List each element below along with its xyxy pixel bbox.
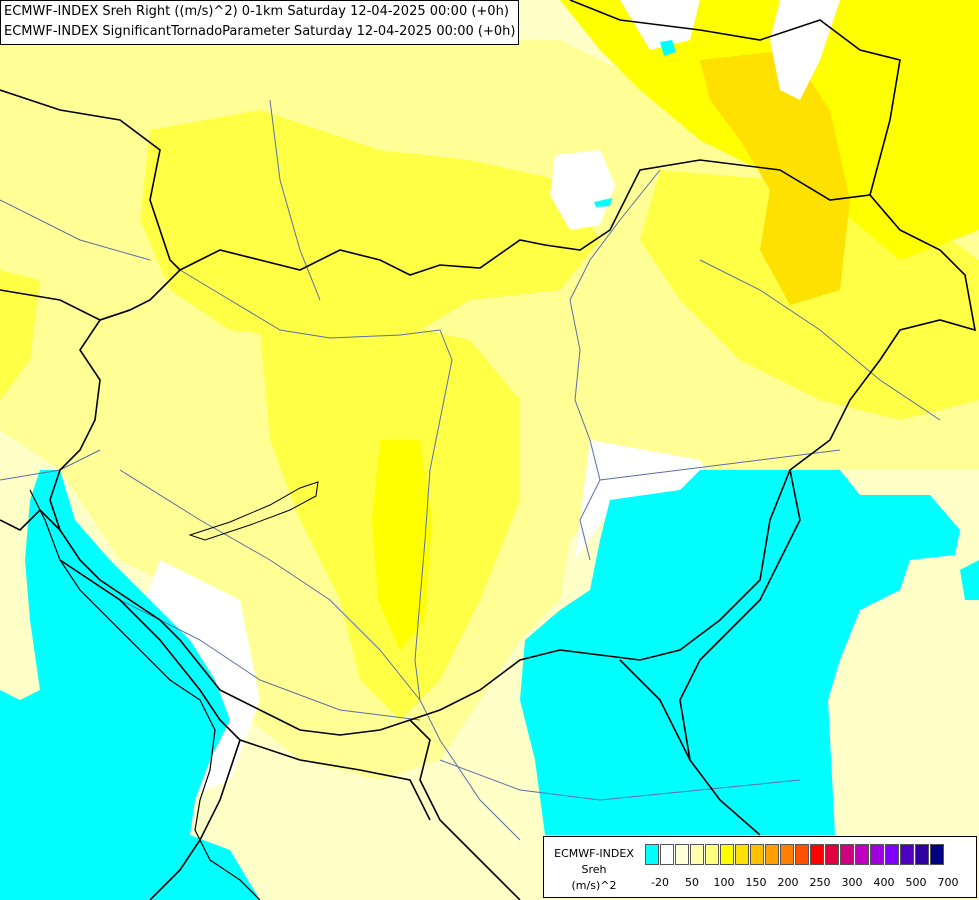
legend-swatch — [930, 844, 944, 865]
legend-swatch — [735, 844, 749, 865]
map-title-block: ECMWF-INDEX Sreh Right ((m/s)^2) 0-1km S… — [0, 0, 520, 45]
border-slovenia — [0, 508, 61, 531]
legend-swatch — [705, 844, 719, 865]
border-hungary — [49, 159, 977, 736]
legend-unit: (m/s)^2 — [571, 879, 617, 892]
legend-swatch — [720, 844, 734, 865]
legend-parameter: Sreh — [581, 863, 607, 876]
border-austria — [0, 289, 131, 321]
border-romania-west — [679, 469, 801, 836]
color-legend: ECMWF-INDEX Sreh (m/s)^2 -20 50 100 150 200 2… — [543, 836, 977, 898]
legend-tick-label: 150 — [745, 876, 767, 889]
legend-tick-label: 250 — [809, 876, 831, 889]
river-tisza — [569, 169, 661, 561]
legend-swatch — [690, 844, 704, 865]
river-southern — [439, 759, 801, 801]
sreh-field-gold-northeast — [700, 50, 850, 305]
sreh-field-cyan-lake — [594, 198, 612, 207]
legend-swatch — [795, 844, 809, 865]
border-romania-south — [619, 659, 691, 761]
legend-swatch — [840, 844, 854, 865]
legend-tick-label: 500 — [905, 876, 927, 889]
legend-tick-label: 300 — [841, 876, 863, 889]
legend-swatch — [915, 844, 929, 865]
river-mures — [599, 449, 841, 481]
border-poland — [569, 0, 901, 196]
legend-swatch — [645, 844, 659, 865]
legend-tick-label: 200 — [777, 876, 799, 889]
sreh-field-cyan-southeast-edge — [960, 560, 979, 600]
legend-swatch — [900, 844, 914, 865]
river-northwest — [0, 199, 151, 261]
legend-tick-label: 50 — [685, 876, 699, 889]
legend-swatch — [750, 844, 764, 865]
legend-swatch — [885, 844, 899, 865]
legend-swatch — [855, 844, 869, 865]
legend-swatch — [675, 844, 689, 865]
legend-swatch — [825, 844, 839, 865]
lake-balaton — [188, 481, 319, 541]
legend-tick-label: 100 — [713, 876, 735, 889]
legend-swatches — [645, 844, 945, 865]
sreh-field-yellow-north — [140, 110, 600, 340]
sreh-field-white-north — [550, 150, 615, 230]
river-drava — [119, 469, 421, 701]
legend-swatch — [765, 844, 779, 865]
coastline-adriatic — [29, 489, 261, 900]
sreh-field-strong-center — [372, 440, 432, 650]
border-serbia — [409, 719, 521, 900]
sreh-field-cyan-adriatic — [0, 470, 260, 900]
border-slovakia — [0, 89, 181, 271]
legend-swatch — [870, 844, 884, 865]
river-danube — [179, 269, 521, 841]
sreh-field-cyan-spot-north — [660, 40, 676, 56]
legend-swatch — [780, 844, 794, 865]
river-northern — [269, 99, 321, 301]
border-bosnia — [239, 739, 431, 821]
legend-tick-label: 400 — [873, 876, 895, 889]
map-title-line-2: ECMWF-INDEX SignificantTornadoParameter … — [4, 24, 516, 39]
sreh-field-cyan-southeast — [520, 470, 960, 835]
sreh-field-white-northeast — [770, 0, 840, 100]
legend-tick-label: 700 — [937, 876, 959, 889]
river-eastern — [699, 259, 941, 421]
legend-swatch — [810, 844, 824, 865]
legend-tick-label: -20 — [651, 876, 669, 889]
map-title-line-1: ECMWF-INDEX Sreh Right ((m/s)^2) 0-1km S… — [4, 4, 509, 19]
border-croatia-south — [59, 559, 241, 900]
sreh-field-yellow-west — [0, 270, 40, 400]
legend-source: ECMWF-INDEX — [554, 847, 634, 860]
legend-swatch — [660, 844, 674, 865]
